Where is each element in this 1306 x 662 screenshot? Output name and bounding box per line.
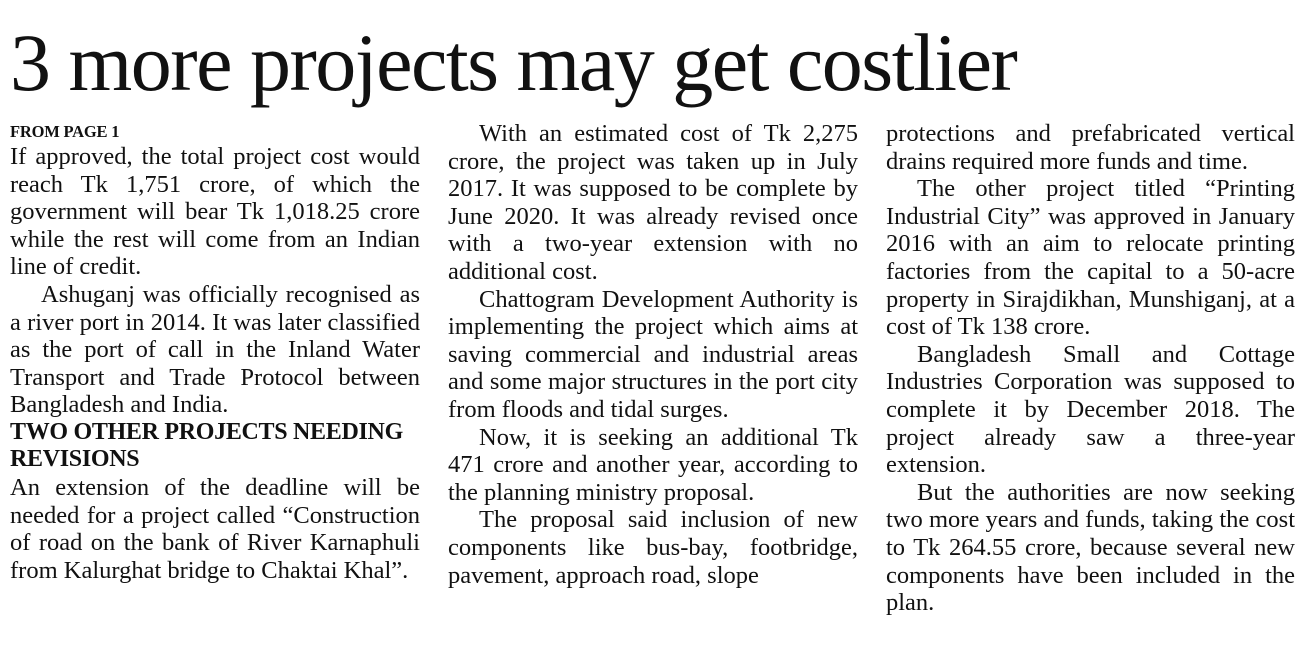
paragraph: An extension of the deadline will be nee…: [10, 473, 420, 584]
paragraph: With an estimated cost of Tk 2,275 crore…: [448, 120, 858, 285]
paragraph: The proposal said inclusion of new compo…: [448, 506, 858, 589]
section-subheading: TWO OTHER PROJECTS NEEDING REVISIONS: [10, 418, 403, 473]
paragraph: Chattogram Development Authority is impl…: [448, 285, 858, 423]
headline: 3 more projects may get costlier: [10, 17, 1018, 108]
article-column-2: With an estimated cost of Tk 2,275 crore…: [448, 120, 858, 589]
article-column-3: protections and prefabricated vertical d…: [886, 120, 1295, 617]
paragraph: The other project titled “Printing Indus…: [886, 175, 1295, 341]
paragraph: If approved, the total project cost woul…: [10, 143, 420, 281]
article-column-1: FROM PAGE 1 If approved, the total proje…: [10, 120, 420, 584]
paragraph: Ashuganj was officially recognised as a …: [10, 280, 420, 419]
paragraph: But the authorities are now seeking two …: [886, 478, 1295, 617]
paragraph: Bangladesh Small and Cottage Industries …: [886, 340, 1295, 479]
paragraph: Now, it is seeking an additional Tk 471 …: [448, 423, 858, 506]
paragraph: protections and prefabricated vertical d…: [886, 120, 1295, 175]
continuation-kicker: FROM PAGE 1: [10, 122, 120, 141]
